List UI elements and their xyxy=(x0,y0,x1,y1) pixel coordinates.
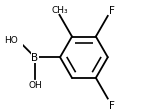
Text: F: F xyxy=(109,100,115,110)
Text: B: B xyxy=(31,53,39,63)
Text: HO: HO xyxy=(4,36,18,45)
Text: CH₃: CH₃ xyxy=(51,6,68,15)
Text: F: F xyxy=(109,6,115,16)
Text: OH: OH xyxy=(28,81,42,90)
